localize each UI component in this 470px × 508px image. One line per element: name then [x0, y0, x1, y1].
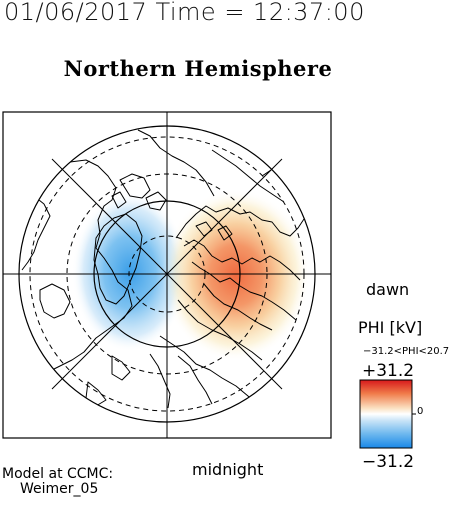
legend-title: PHI [kV]: [358, 318, 423, 337]
meridian-lines: [3, 112, 331, 438]
map-title: Northern Hemisphere: [63, 56, 333, 81]
legend-range: −31.2<PHI<20.7: [363, 346, 450, 357]
legend-zero-label: 0: [417, 406, 424, 417]
dawn-label: dawn: [366, 280, 410, 299]
legend-min-label: −31.2: [362, 452, 415, 472]
legend-colorbar: [359, 379, 413, 449]
header-datetime: 01/06/2017 Time = 12:37:00: [4, 0, 365, 26]
model-credit: Model at CCMC: Weimer_05: [2, 467, 113, 497]
midnight-label: midnight: [192, 460, 264, 479]
credit-line-2: Weimer_05: [20, 481, 99, 497]
negative-potential-cell: [72, 192, 188, 352]
positive-potential-cell: [162, 189, 310, 361]
credit-line-1: Model at CCMC:: [2, 466, 114, 482]
map-frame: [2, 111, 332, 439]
potential-cells: [72, 189, 310, 361]
legend-max-label: +31.2: [362, 361, 415, 381]
